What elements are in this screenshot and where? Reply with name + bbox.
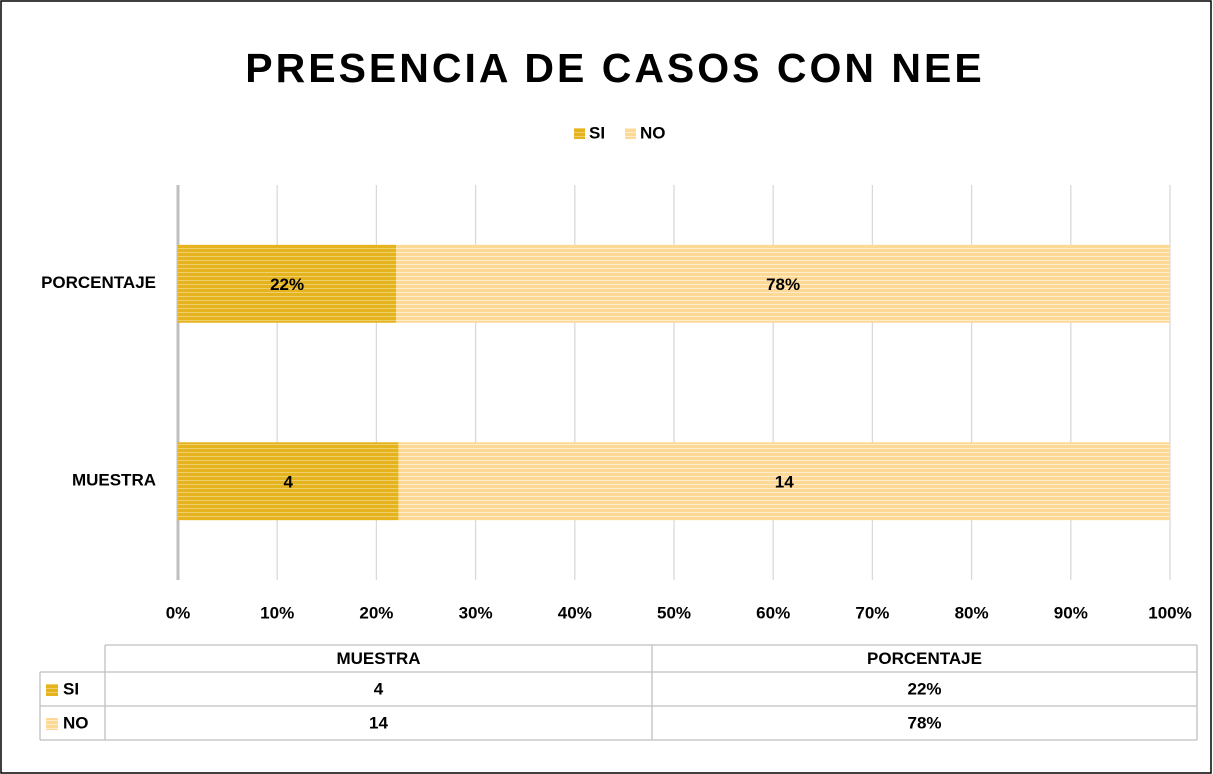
data-label: 4 — [283, 473, 293, 492]
table-row-label: NO — [63, 713, 89, 732]
bar — [398, 442, 1170, 521]
data-label: 14 — [775, 473, 794, 492]
x-tick-label: 40% — [558, 603, 592, 622]
table-cell: 78% — [907, 713, 941, 732]
bar — [396, 244, 1170, 323]
table-header: MUESTRA — [336, 649, 420, 668]
x-tick-label: 10% — [260, 603, 294, 622]
bar — [178, 244, 397, 323]
table-cell: 22% — [907, 679, 941, 698]
legend-label: NO — [640, 123, 666, 142]
legend-key — [625, 128, 636, 139]
table-row-label: SI — [63, 679, 79, 698]
table-legend-key — [46, 684, 58, 696]
x-tick-label: 60% — [756, 603, 790, 622]
chart-title: PRESENCIA DE CASOS CON NEE — [245, 45, 984, 91]
x-tick-label: 30% — [459, 603, 493, 622]
x-tick-label: 20% — [359, 603, 393, 622]
x-tick-label: 90% — [1054, 603, 1088, 622]
x-tick-label: 0% — [166, 603, 191, 622]
y-tick-label: PORCENTAJE — [41, 273, 156, 292]
table-legend-key — [46, 718, 58, 730]
table-cell: 14 — [369, 713, 388, 732]
x-tick-label: 80% — [955, 603, 989, 622]
x-tick-label: 100% — [1148, 603, 1191, 622]
y-tick-label: MUESTRA — [72, 471, 156, 490]
x-tick-label: 70% — [855, 603, 889, 622]
data-label: 78% — [766, 275, 800, 294]
table-header: PORCENTAJE — [867, 649, 982, 668]
legend-label: SI — [589, 123, 605, 142]
data-label: 22% — [270, 275, 304, 294]
bar — [178, 442, 399, 521]
x-tick-label: 50% — [657, 603, 691, 622]
table-cell: 4 — [374, 679, 384, 698]
legend-key — [574, 128, 585, 139]
